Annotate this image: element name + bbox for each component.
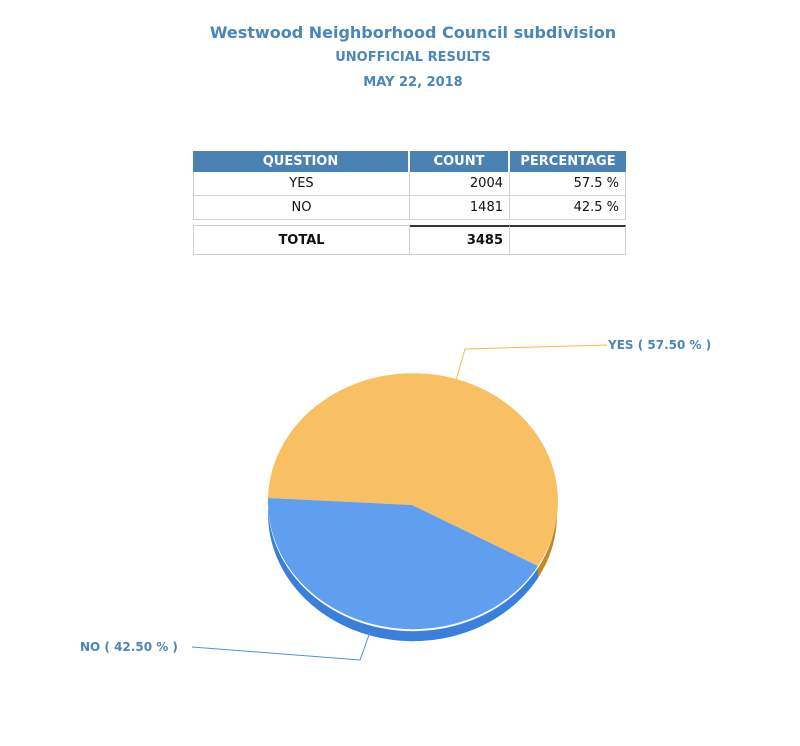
pie-label-no: NO ( 42.50 % ) bbox=[80, 640, 178, 654]
table-row: NO 1481 42.5 % bbox=[193, 196, 626, 220]
cell-count: 1481 bbox=[410, 196, 510, 220]
results-table: QUESTION COUNT PERCENTAGE YES 2004 57.5 … bbox=[193, 151, 626, 255]
report-header: Westwood Neighborhood Council subdivisio… bbox=[0, 22, 800, 94]
table-header-row: QUESTION COUNT PERCENTAGE bbox=[193, 151, 626, 172]
total-percentage bbox=[510, 225, 626, 255]
pie-label-yes: YES ( 57.50 % ) bbox=[608, 338, 712, 352]
report-title: Westwood Neighborhood Council subdivisio… bbox=[209, 23, 617, 42]
cell-question: NO bbox=[193, 196, 410, 220]
column-header-question: QUESTION bbox=[193, 151, 410, 172]
column-header-percentage: PERCENTAGE bbox=[510, 151, 626, 172]
cell-percentage: 42.5 % bbox=[510, 196, 626, 220]
table-total-row: TOTAL 3485 bbox=[193, 225, 626, 255]
pie-slice-yes bbox=[268, 373, 558, 566]
column-header-count: COUNT bbox=[410, 151, 510, 172]
report-subtitle: UNOFFICIAL RESULTS bbox=[335, 50, 491, 65]
report-date: MAY 22, 2018 bbox=[363, 75, 463, 90]
total-count: 3485 bbox=[410, 225, 510, 255]
total-label: TOTAL bbox=[193, 225, 410, 255]
pie-slice-no bbox=[267, 498, 538, 630]
leader-line-no bbox=[191, 631, 371, 661]
cell-question: YES bbox=[193, 172, 410, 196]
cell-percentage: 57.5 % bbox=[510, 172, 626, 196]
cell-count: 2004 bbox=[410, 172, 510, 196]
pie-depth-yes bbox=[538, 505, 557, 578]
leader-line-yes bbox=[454, 344, 608, 385]
table-row: YES 2004 57.5 % bbox=[193, 172, 626, 196]
